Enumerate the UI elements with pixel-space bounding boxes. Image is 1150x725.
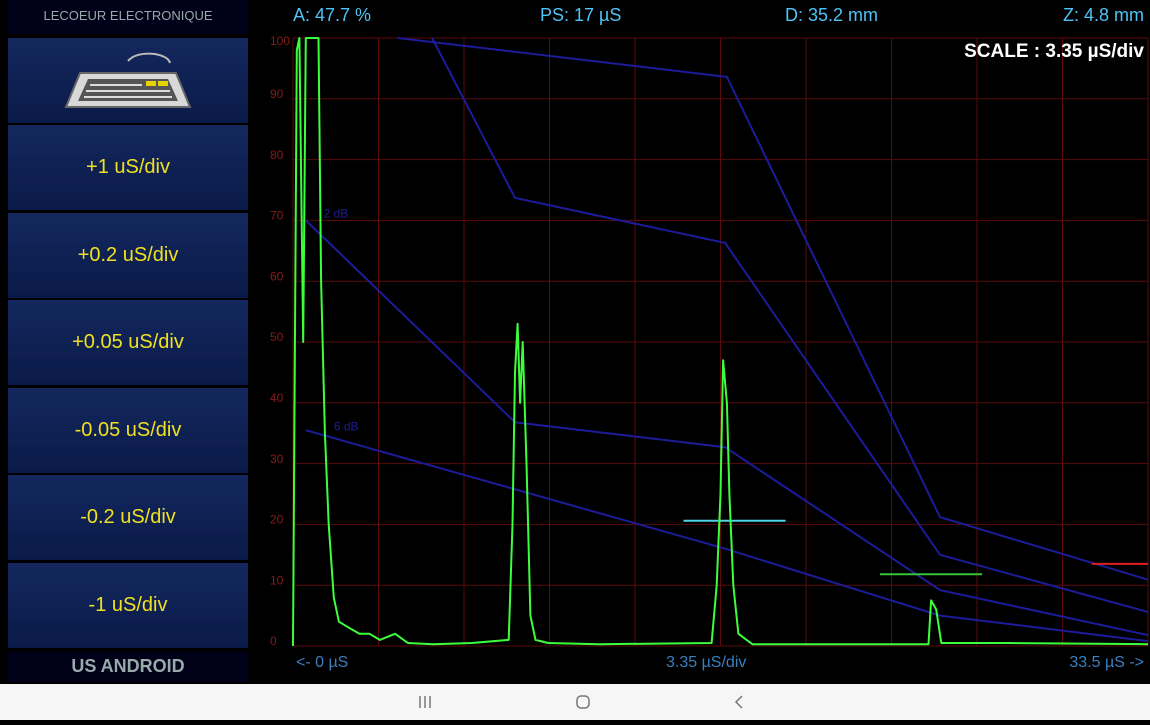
- y-tick-label: 40: [270, 391, 284, 405]
- keyboard-icon: [64, 52, 192, 108]
- back[interactable]: [734, 695, 743, 709]
- dac-curve: [397, 37, 1149, 581]
- x-scale-label: 3.35 µS/div: [666, 654, 747, 671]
- scale-label: SCALE : 3.35 µS/div: [964, 41, 1144, 62]
- scale-button[interactable]: -0.2 uS/div: [8, 475, 248, 562]
- android-nav-bar: [0, 684, 1150, 720]
- a-scan-chart: 0 10 20 30 40 50 60 70 80 90 100 2 dB 6 dB SCALE : 3.…: [262, 34, 1150, 652]
- home[interactable]: [576, 695, 590, 709]
- scale-button[interactable]: +1 uS/div: [8, 125, 248, 212]
- app-name: US ANDROID: [8, 652, 248, 682]
- dac-curve: [305, 219, 1149, 637]
- y-tick-label: 30: [270, 452, 284, 466]
- y-tick-label: 90: [270, 87, 284, 101]
- scale-button[interactable]: -0.05 uS/div: [8, 387, 248, 475]
- keyboard-button[interactable]: [8, 38, 248, 125]
- x-start-label: <- 0 µS: [296, 654, 349, 671]
- scale-button[interactable]: +0.05 uS/div: [8, 300, 248, 387]
- y-tick-label: 20: [270, 513, 284, 527]
- dac-label: 6 dB: [334, 419, 359, 433]
- y-tick-label: 50: [270, 330, 284, 344]
- y-tick-label: 60: [270, 269, 284, 283]
- x-end-label: 33.5 µS ->: [1069, 654, 1144, 671]
- scale-button[interactable]: +0.2 uS/div: [8, 212, 248, 300]
- brand: LECOEUR ELECTRONIQUE: [8, 0, 248, 34]
- dac-curve: [431, 37, 1149, 613]
- scale-button[interactable]: -1 uS/div: [8, 562, 248, 650]
- amplitude-readout: A: 47.7 %: [293, 5, 372, 25]
- distance-readout: D: 35.2 mm: [785, 5, 879, 25]
- y-tick-label: 80: [270, 148, 284, 162]
- dac-label: 2 dB: [324, 206, 349, 220]
- echo-trace: [292, 37, 1149, 647]
- nav-icons: [419, 695, 743, 709]
- y-tick-label: 100: [270, 34, 290, 48]
- pulse-readout: PS: 17 µS: [540, 5, 622, 25]
- dac-curve: [305, 429, 1149, 643]
- y-tick-label: 70: [270, 209, 284, 223]
- y-tick-label: 0: [270, 634, 277, 648]
- y-tick-label: 10: [270, 573, 284, 587]
- recent-apps[interactable]: [419, 696, 431, 708]
- plot-background: [262, 34, 1150, 652]
- zero-readout: Z: 4.8 mm: [1062, 5, 1144, 25]
